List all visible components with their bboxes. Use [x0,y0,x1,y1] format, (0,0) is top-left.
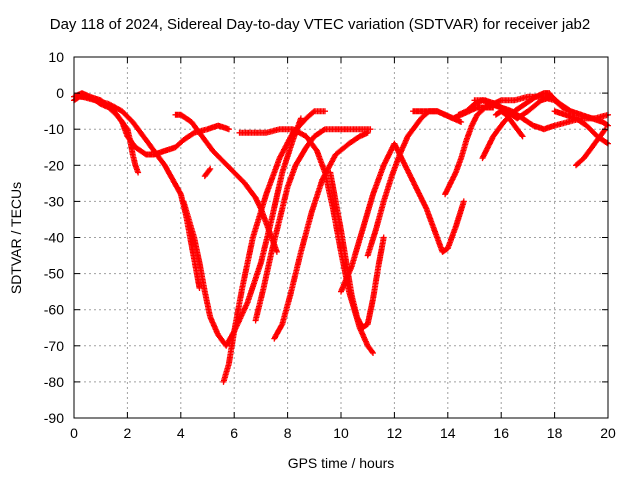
series-pass-19 [492,108,526,140]
y-tick-label: -90 [44,410,64,426]
series-markers [471,93,611,129]
series-markers [338,140,467,295]
series-markers [479,90,574,162]
data-series [71,90,611,385]
series-pass-21 [573,126,609,169]
x-tick-label: 16 [493,425,509,441]
axis-ticks: 0 2 4 6 8 10 12 14 16 18 20 10 0 -10 -20 -30 -40 -50 -60 -7… [44,49,616,441]
series-markers [573,126,609,169]
y-tick-label: -40 [44,230,64,246]
y-tick-label: -70 [44,338,64,354]
series-pass-3 [79,93,203,291]
series-markers [201,165,214,180]
x-tick-label: 4 [177,425,185,441]
y-tick-label: -20 [44,157,64,173]
x-tick-label: 10 [333,425,349,441]
y-tick-label: -60 [44,302,64,318]
y-tick-label: 0 [56,85,64,101]
series-pass-6 [201,165,214,180]
y-tick-label: -30 [44,193,64,209]
chart-title: Day 118 of 2024, Sidereal Day-to-day VTE… [49,16,591,33]
series-pass-7 [220,108,328,385]
x-tick-label: 12 [387,425,403,441]
x-tick-label: 8 [284,425,292,441]
series-markers [252,126,374,324]
series-pass-9 [252,126,374,324]
series-markers [492,108,526,140]
series-markers [327,169,387,331]
y-axis-label: SDTVAR / TECUs [8,181,24,295]
y-tick-label: -80 [44,374,64,390]
x-tick-label: 2 [124,425,132,441]
series-markers [220,108,328,385]
series-pass-12 [338,140,467,295]
series-pass-18 [479,90,574,162]
x-tick-label: 18 [547,425,563,441]
series-pass-11 [327,169,387,331]
series-markers [271,129,371,342]
x-tick-label: 0 [70,425,78,441]
y-tick-label: 10 [48,49,64,65]
x-tick-label: 14 [440,425,456,441]
y-tick-label: -50 [44,266,64,282]
x-tick-label: 6 [230,425,238,441]
series-markers [79,93,203,291]
y-tick-label: -10 [44,121,64,137]
series-pass-10 [271,129,371,342]
series-pass-17 [471,93,611,129]
x-tick-label: 20 [600,425,616,441]
x-axis-label: GPS time / hours [287,455,395,471]
